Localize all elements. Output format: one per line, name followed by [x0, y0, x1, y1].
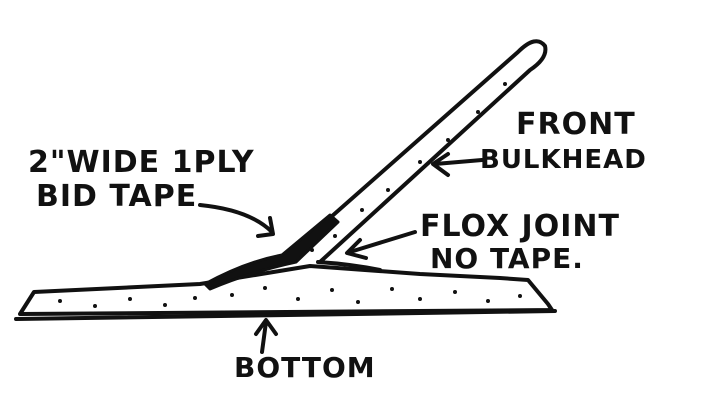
tape-label-line1: 2"WIDE 1PLY — [28, 145, 255, 180]
front-bulkhead-panel — [278, 39, 548, 264]
bottom-leader-arrow — [260, 320, 268, 354]
front-bulkhead-core-dots — [310, 82, 507, 252]
front-label-line1: FRONT — [516, 107, 636, 142]
front-bulkhead-leader-arrow — [433, 158, 484, 166]
bottom-panel-core-dots — [58, 286, 522, 308]
front-label-line2: BULKHEAD — [480, 145, 647, 175]
flox-label-line2: NO TAPE. — [430, 242, 584, 275]
front-bulkhead-outline — [278, 39, 548, 264]
bottom-arrowhead — [254, 318, 278, 336]
bottom-panel-base-line — [14, 309, 557, 321]
front-bulkhead-arrowhead — [431, 152, 450, 177]
bottom-panel — [14, 264, 557, 321]
leader-arrows — [198, 152, 484, 354]
bid-tape — [203, 213, 340, 291]
tape-leader-arrow — [198, 203, 274, 234]
flox-leader-arrow — [348, 230, 417, 254]
tape-arrowhead — [256, 216, 275, 238]
flox-joint-fillet — [316, 260, 382, 272]
flox-label-line1: FLOX JOINT — [420, 209, 620, 244]
bottom-panel-outline — [18, 264, 554, 316]
flox-arrowhead — [345, 238, 368, 260]
tape-label-line2: BID TAPE — [36, 179, 197, 214]
bottom-label: BOTTOM — [234, 351, 376, 384]
